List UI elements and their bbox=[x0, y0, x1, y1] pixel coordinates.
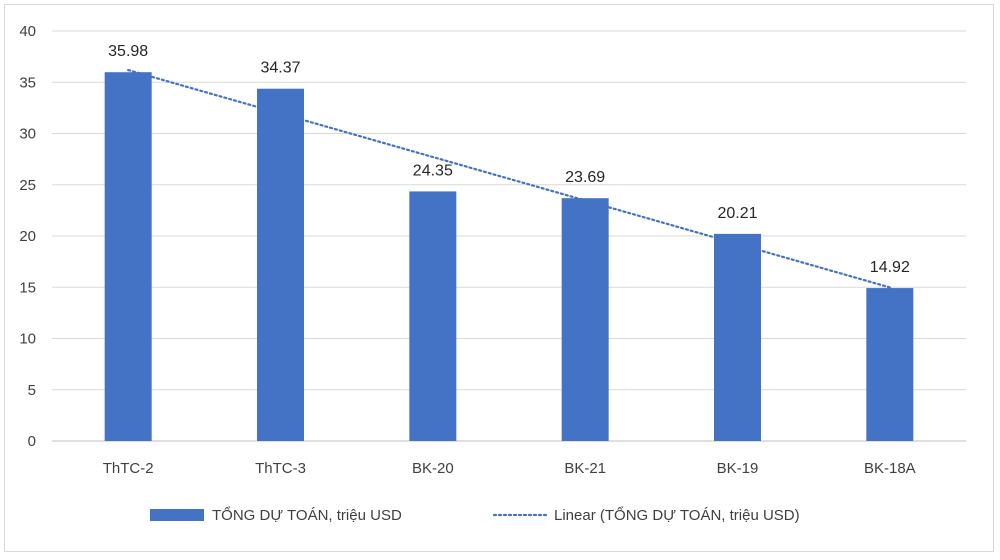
bar bbox=[714, 233, 761, 441]
y-tick-label: 5 bbox=[28, 382, 36, 399]
legend-swatch-bars bbox=[150, 509, 204, 521]
bar bbox=[257, 88, 304, 442]
data-label: 14.92 bbox=[870, 259, 910, 276]
y-tick-label: 15 bbox=[19, 279, 36, 296]
bar bbox=[104, 72, 152, 441]
data-label: 24.35 bbox=[413, 162, 453, 179]
x-tick-label: BK-21 bbox=[564, 460, 606, 477]
y-tick-label: 0 bbox=[28, 433, 36, 450]
y-tick-label: 20 bbox=[19, 228, 36, 245]
data-label: 23.69 bbox=[565, 169, 605, 186]
y-tick-label: 30 bbox=[19, 126, 36, 143]
y-tick-label: 25 bbox=[19, 177, 36, 194]
x-tick-label: ThTC-2 bbox=[103, 460, 154, 477]
data-label: 35.98 bbox=[108, 43, 148, 60]
y-tick-label: 10 bbox=[19, 331, 36, 348]
trendline bbox=[127, 68, 891, 289]
data-label: 34.37 bbox=[260, 60, 300, 77]
bar bbox=[561, 198, 609, 441]
bar bbox=[866, 288, 914, 441]
x-tick-label: BK-20 bbox=[412, 460, 454, 477]
y-tick-label: 35 bbox=[19, 74, 36, 91]
data-label: 20.21 bbox=[717, 205, 757, 222]
legend-label-bars: TỔNG DỰ TOÁN, triệu USD bbox=[212, 506, 402, 524]
x-tick-label: ThTC-3 bbox=[255, 460, 306, 477]
legend-label-trendline: Linear (TỔNG DỰ TOÁN, triệu USD) bbox=[554, 506, 800, 524]
chart-frame bbox=[4, 4, 994, 552]
y-tick-label: 40 bbox=[19, 23, 36, 40]
bar bbox=[409, 191, 457, 441]
x-tick-label: BK-18A bbox=[864, 460, 916, 477]
x-tick-label: BK-19 bbox=[717, 460, 759, 477]
